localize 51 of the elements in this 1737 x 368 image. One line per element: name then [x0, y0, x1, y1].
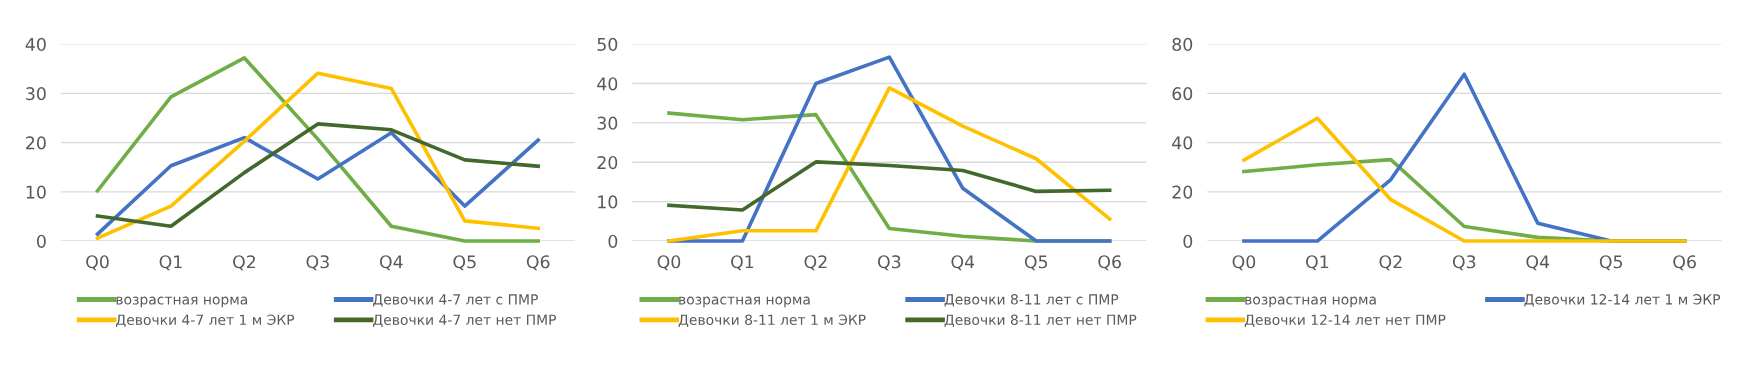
- y-tick-label: 20: [26, 136, 46, 150]
- y-tick-label: 10: [598, 195, 618, 209]
- y-tick-label: 10: [26, 185, 46, 199]
- x-tick-label: Q1: [159, 255, 182, 271]
- y-tick-label: 0: [37, 234, 46, 248]
- x-tick-label: Q4: [1526, 255, 1550, 271]
- x-tick-label: Q4: [951, 255, 975, 271]
- y-tick-label: 0: [608, 234, 618, 248]
- y-tick-label: 0: [1183, 234, 1193, 248]
- y-tick-label: 40: [25, 37, 46, 51]
- legend-label: Девочки 8-11 лет нет ПМР: [944, 314, 1137, 327]
- x-tick-label: Q2: [233, 255, 256, 271]
- y-tick-label: 20: [597, 156, 618, 170]
- x-tick-label: Q5: [453, 255, 476, 271]
- x-tick-label: Q5: [1024, 255, 1048, 271]
- x-tick-label: Q4: [379, 255, 403, 271]
- x-tick-label: Q1: [731, 255, 754, 271]
- x-tick-label: Q1: [1306, 255, 1329, 271]
- legend-label: Девочки 8-11 лет с ПМР: [944, 294, 1119, 307]
- x-tick-label: Q2: [1379, 255, 1402, 271]
- legend-label: Девочки 4-7 лет с ПМР: [373, 294, 538, 307]
- x-tick-label: Q3: [877, 255, 901, 271]
- legend-label: Девочки 4-7 лет 1 м ЭКР: [116, 314, 295, 327]
- legend-label: Девочки 12-14 лет нет ПМР: [1244, 314, 1446, 327]
- x-tick-label: Q0: [86, 255, 109, 271]
- x-tick-label: Q5: [1599, 255, 1623, 271]
- y-tick-label: 30: [26, 87, 46, 101]
- x-tick-label: Q0: [1232, 255, 1256, 271]
- line-series: [1242, 116, 1687, 243]
- y-tick-label: 50: [597, 37, 618, 51]
- x-tick-label: Q6: [1098, 255, 1121, 271]
- legend-label: возрастная норма: [679, 296, 810, 308]
- x-tick-label: Q3: [306, 255, 329, 271]
- y-tick-label: 30: [597, 116, 618, 130]
- line-series: [667, 86, 1112, 243]
- legend-label: возрастная норма: [1245, 296, 1376, 308]
- x-tick-label: Q0: [657, 255, 681, 271]
- x-tick-label: Q2: [804, 255, 827, 271]
- legend-label: возрастная норма: [116, 296, 247, 308]
- line-series: [667, 160, 1112, 212]
- y-tick-label: 60: [1172, 87, 1193, 101]
- y-tick-label: 80: [1172, 37, 1193, 51]
- x-tick-label: Q6: [526, 255, 550, 271]
- x-tick-label: Q3: [1452, 255, 1476, 271]
- y-tick-label: 20: [1172, 185, 1193, 199]
- legend-label: Девочки 12-14 лет 1 м ЭКР: [1524, 294, 1721, 307]
- legend-label: Девочки 8-11 лет 1 м ЭКР: [678, 314, 866, 327]
- legend-label: Девочки 4-7 лет нет ПМР: [373, 314, 556, 327]
- y-tick-label: 40: [1172, 136, 1193, 150]
- y-tick-label: 40: [597, 77, 618, 91]
- x-tick-label: Q6: [1673, 255, 1696, 271]
